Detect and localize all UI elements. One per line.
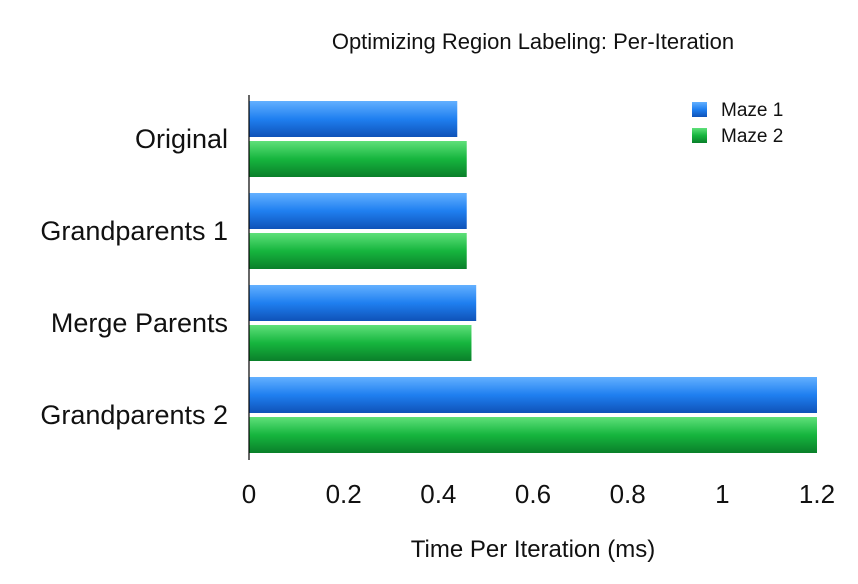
bar-maze-1-3 <box>249 377 817 413</box>
chart-title: Optimizing Region Labeling: Per-Iteratio… <box>332 29 734 54</box>
bar-maze-2-1 <box>249 233 467 269</box>
x-tick-label: 0 <box>242 479 256 509</box>
x-tick-label: 0.4 <box>420 479 456 509</box>
x-tick-label: 0.6 <box>515 479 551 509</box>
category-label: Original <box>135 124 228 154</box>
bar-maze-2-3 <box>249 417 817 453</box>
bar-maze-1-1 <box>249 193 467 229</box>
x-tick-label: 0.8 <box>610 479 646 509</box>
bar-maze-1-2 <box>249 285 477 321</box>
bar-maze-1-0 <box>249 101 458 137</box>
category-labels: Original Grandparents 1 Merge Parents Grand… <box>40 124 228 430</box>
x-tick-label: 0.2 <box>326 479 362 509</box>
category-label: Grandparents 1 <box>40 216 228 246</box>
x-axis-label: Time Per Iteration (ms) <box>411 536 656 563</box>
category-label: Merge Parents <box>51 308 228 338</box>
bar-maze-2-2 <box>249 325 472 361</box>
category-label: Grandparents 2 <box>40 400 228 430</box>
x-tick-label: 1 <box>715 479 729 509</box>
bars-group <box>249 101 817 453</box>
legend-swatch <box>692 102 707 117</box>
legend-label: Maze 1 <box>721 100 783 121</box>
legend-label: Maze 2 <box>721 126 783 147</box>
bar-maze-2-0 <box>249 141 467 177</box>
legend-swatch <box>692 128 707 143</box>
x-tick-labels: 0 0.2 0.4 0.6 0.8 1 1.2 <box>242 479 835 509</box>
legend: Maze 1 Maze 2 <box>692 100 783 147</box>
x-tick-label: 1.2 <box>799 479 835 509</box>
